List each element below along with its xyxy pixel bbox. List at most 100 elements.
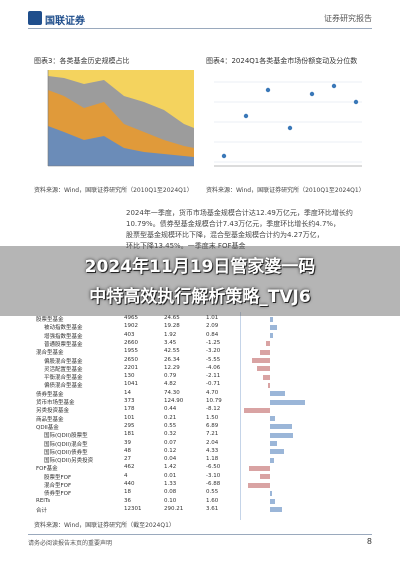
row-fund-type: 货币市场型基金 (36, 400, 75, 406)
change-bar (270, 391, 286, 397)
chart4-points (221, 83, 359, 159)
row-value-v2: 0.10 (164, 497, 177, 504)
table-row: 货币市场型基金 373 124.90 10.79 (34, 398, 370, 406)
row-fund-type: FOF基金 (36, 466, 58, 473)
point-2 (243, 113, 249, 119)
row-value-v1: 2660 (124, 339, 138, 346)
row-value-v1: 1041 (124, 381, 138, 388)
row-value-v2: 0.04 (164, 456, 177, 463)
row-value-v2: 290.21 (164, 505, 184, 512)
change-bar (252, 358, 270, 363)
row-value-v3: -6.50 (206, 464, 221, 471)
table-row: 灵活配置型基金 2201 12.29 -4.06 (34, 365, 370, 373)
fund-table: 股票型基金 4965 24.65 1.01 被动指数型基金 1902 19.28 2.09 增强… (34, 315, 370, 515)
change-bar (270, 432, 294, 438)
row-value-v1: 18 (124, 489, 131, 496)
point-6 (331, 83, 337, 89)
change-bar (270, 316, 274, 322)
row-fund-type: 合计 (36, 507, 48, 514)
row-value-v1: 12301 (124, 505, 142, 512)
row-value-v3: 1.50 (206, 414, 219, 421)
chart4-background (206, 66, 366, 180)
table-row: 债券型基金 14 74.30 4.70 (34, 390, 370, 398)
point-4 (287, 125, 293, 131)
row-value-v3: 1.60 (206, 497, 219, 504)
banner-title-line-2: 中特高效执行解析策略_TVJ6 (89, 287, 311, 307)
table-source: 资料来源：Wind，国联证券研究所（截至2024Q1） (34, 522, 175, 529)
table-row: 混合型FOF 440 1.33 -6.88 (34, 481, 370, 489)
report-header: 国联证券 证券研究报告 (28, 10, 372, 29)
change-bar (247, 482, 270, 488)
row-value-v3: -5.55 (206, 356, 221, 363)
row-fund-type: 平衡混合型基金 (44, 375, 83, 382)
figure3-stacked-area-chart (34, 66, 196, 180)
change-bar (270, 441, 277, 446)
row-fund-type: 国际(QDII)债券型 (44, 449, 88, 456)
table-row: 国际(QDII)另类投资 27 0.04 1.18 (34, 456, 370, 464)
fund-change-bar-column (240, 312, 371, 520)
change-bar (249, 465, 270, 471)
row-value-v2: 0.55 (164, 422, 177, 429)
row-value-v1: 1955 (124, 348, 138, 355)
row-value-v3: 1.18 (206, 456, 219, 463)
chart4-gridlines (214, 81, 362, 163)
row-value-v2: 0.21 (164, 414, 177, 421)
row-value-v2: 42.55 (164, 348, 180, 355)
brand-logo-icon (28, 11, 42, 25)
row-value-v1: 1902 (124, 323, 138, 330)
row-fund-type: 偏股混合型基金 (44, 358, 83, 365)
row-fund-type: 股票型FOF (44, 474, 72, 481)
change-bar (270, 333, 273, 339)
row-fund-type: 国际(QDII)股票型 (44, 433, 88, 440)
row-value-v1: 295 (124, 422, 135, 429)
table-row: 商品型基金 101 0.21 1.50 (34, 415, 370, 423)
change-bar (270, 324, 277, 330)
brand-name: 国联证券 (45, 16, 85, 27)
row-fund-type: QDII基金 (36, 424, 59, 431)
change-bar (270, 416, 275, 422)
row-value-v3: 4.33 (206, 447, 219, 454)
change-bar (257, 366, 270, 372)
row-value-v3: -1.25 (206, 339, 221, 346)
table-row: 普通股票型基金 2660 3.45 -1.25 (34, 340, 370, 348)
point-7 (353, 99, 359, 105)
table-row: 偏股混合型基金 2650 26.34 -5.55 (34, 357, 370, 365)
row-value-v3: -3.20 (206, 348, 221, 355)
row-value-v2: 1.33 (164, 481, 177, 487)
row-value-v1: 48 (124, 447, 131, 454)
row-value-v2: 0.79 (164, 373, 177, 380)
row-value-v2: 0.32 (164, 431, 177, 438)
table-row: 股票型FOF 4 0.01 -3.10 (34, 473, 370, 481)
row-value-v1: 181 (124, 431, 135, 438)
row-fund-type: 混合型基金 (36, 350, 64, 357)
row-fund-type: 股票型基金 (36, 317, 64, 323)
table-row: 平衡混合型基金 130 0.79 -2.11 (34, 373, 370, 381)
row-fund-type: 被动指数型基金 (44, 325, 83, 332)
change-bar (270, 490, 272, 496)
row-value-v2: 4.82 (164, 381, 177, 388)
figure3-source: 资料来源：Wind，国联证券研究所（2010Q1至2024Q1） (34, 187, 193, 194)
row-value-v2: 0.07 (164, 439, 177, 446)
change-bar (270, 507, 282, 513)
row-value-v1: 130 (124, 373, 135, 380)
row-value-v1: 101 (124, 414, 135, 421)
table-row: FOF基金 462 1.42 -6.50 (34, 464, 370, 472)
row-fund-type: 另类投资基金 (36, 408, 70, 415)
row-value-v1: 4965 (124, 315, 138, 321)
row-value-v3: 0.84 (206, 331, 219, 338)
header-report-type: 证券研究报告 (324, 14, 372, 23)
change-bar (259, 349, 270, 355)
row-value-v2: 0.44 (164, 406, 177, 413)
figure4-dot-chart (206, 66, 366, 180)
row-value-v1: 403 (124, 331, 135, 338)
page-number: 8 (366, 537, 372, 546)
point-5 (309, 91, 315, 97)
row-value-v3: 2.09 (206, 323, 219, 330)
row-value-v2: 1.92 (164, 331, 177, 338)
row-value-v3: -4.06 (206, 364, 221, 371)
row-value-v3: 1.01 (206, 315, 219, 321)
table-row: 另类投资基金 178 0.44 -8.12 (34, 406, 370, 414)
row-value-v3: -8.12 (206, 406, 221, 413)
row-value-v2: 0.01 (164, 472, 177, 479)
